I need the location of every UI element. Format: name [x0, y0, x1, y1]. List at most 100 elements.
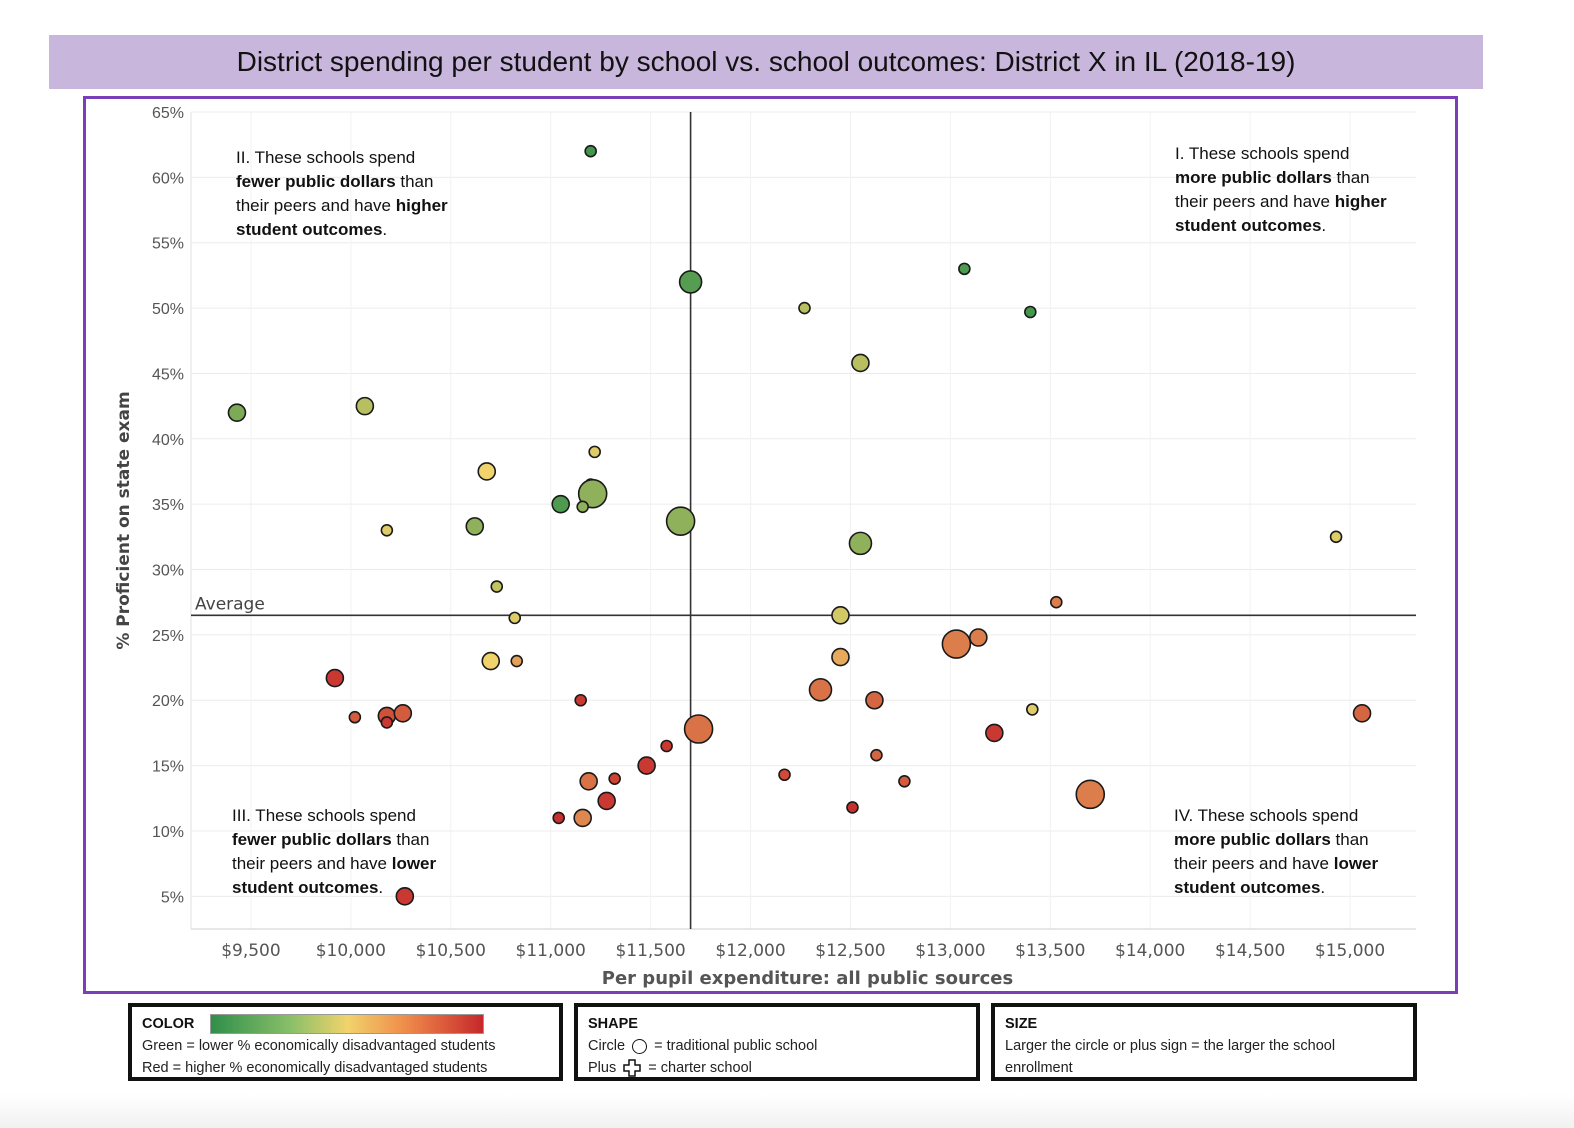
chart-frame: 5% 10% 15% 20% 25% 30% 35% 40% 45% 50% 55% 60% 65% $9…	[83, 96, 1458, 994]
annotation-text: more public dollars	[1175, 168, 1332, 187]
annotation-text: I. These schools spend	[1175, 144, 1350, 163]
annotation-text: their peers and have	[236, 196, 396, 215]
x-tick-label: $13,500	[1015, 941, 1085, 961]
annotation-q4: IV. These schools spend more public dolla…	[1174, 806, 1379, 897]
y-tick-label: 5%	[161, 889, 184, 906]
data-point	[477, 462, 497, 481]
scatter-plot: 5% 10% 15% 20% 25% 30% 35% 40% 45% 50% 55% 60% 65% $9…	[114, 105, 1416, 989]
data-point	[380, 524, 394, 537]
annotation-q1: I. These schools spend more public dollar…	[1175, 144, 1387, 235]
data-point	[508, 611, 522, 625]
annotation-text: II. These schools spend	[236, 148, 415, 167]
data-point	[831, 605, 850, 625]
plus-shape-icon	[623, 1059, 641, 1077]
data-point	[846, 801, 859, 814]
x-axis-title: Per pupil expenditure: all public source…	[602, 968, 1013, 989]
plot-area	[191, 112, 1416, 929]
average-label: Average	[195, 594, 265, 614]
legend-color-line1: Green = lower % economically disadvantag…	[142, 1038, 496, 1054]
data-point	[958, 262, 971, 276]
data-point	[573, 808, 592, 828]
y-tick-label: 35%	[152, 497, 184, 514]
data-point	[325, 668, 345, 688]
data-point	[584, 144, 597, 158]
data-point	[798, 301, 811, 315]
annotation-text: student outcomes	[1174, 878, 1320, 897]
annotation-text: than	[1332, 168, 1370, 187]
data-point	[1024, 305, 1037, 319]
data-point	[395, 887, 415, 906]
annotation-text: than	[1331, 830, 1369, 849]
annotation-text: student outcomes	[236, 220, 382, 239]
annotation-text: than	[396, 172, 434, 191]
legend-plus-text: = charter school	[648, 1060, 752, 1076]
annotation-q3: III. These schools spend fewer public dol…	[232, 806, 437, 897]
data-point	[577, 478, 608, 509]
legend-size-line1: Larger the circle or plus sign = the lar…	[1005, 1038, 1336, 1054]
annotation-text: than	[392, 830, 430, 849]
data-point	[969, 628, 988, 647]
annotation-text: .	[378, 878, 383, 897]
x-tick-label: $14,000	[1115, 941, 1185, 961]
y-tick-label: 55%	[152, 236, 184, 253]
y-tick-label: 10%	[152, 824, 184, 841]
x-tick-label: $15,000	[1315, 941, 1385, 961]
x-tick-label: $10,500	[416, 941, 486, 961]
y-tick-label: 60%	[152, 170, 184, 187]
y-axis-title: % Proficient on state exam	[114, 391, 134, 649]
data-point	[865, 690, 884, 710]
data-point	[588, 445, 601, 459]
color-gradient-bar	[210, 1014, 485, 1035]
annotation-text: fewer public dollars	[232, 830, 392, 849]
annotation-text: student outcomes	[1175, 216, 1321, 235]
data-point	[348, 710, 362, 724]
data-point	[380, 716, 394, 729]
x-tick-label: $13,000	[915, 941, 985, 961]
data-point	[608, 772, 621, 785]
legend-color-box: COLOR Green = lower % economically disad…	[128, 1003, 563, 1081]
annotation-text: fewer public dollars	[236, 172, 396, 191]
data-point	[551, 494, 570, 514]
y-tick-label: 40%	[152, 432, 184, 449]
annotation-text: .	[382, 220, 387, 239]
data-point	[355, 396, 375, 416]
legend-color-title: COLOR	[142, 1016, 195, 1032]
legend-plus-label: Plus	[588, 1060, 617, 1076]
legend-shape-box: SHAPE Circle = traditional public school…	[574, 1003, 980, 1081]
page-bottom-fade	[0, 1094, 1574, 1128]
data-point	[898, 774, 911, 788]
data-point	[678, 270, 703, 294]
data-point	[870, 748, 883, 762]
data-point	[848, 531, 873, 556]
data-point	[941, 629, 972, 659]
annotation-text: .	[1321, 216, 1326, 235]
annotation-text: IV. These schools spend	[1174, 806, 1358, 825]
x-tick-label: $11,000	[516, 941, 586, 961]
y-tick-label: 50%	[152, 301, 184, 318]
data-point	[851, 353, 870, 373]
x-tick-label: $14,500	[1215, 941, 1285, 961]
data-point	[1026, 703, 1039, 716]
annotation-text: .	[1320, 878, 1325, 897]
data-point	[1329, 530, 1343, 544]
legend-color-line2: Red = higher % economically disadvantage…	[142, 1060, 488, 1076]
data-point	[1075, 779, 1106, 810]
y-tick-label: 15%	[152, 759, 184, 776]
annotation-text: higher	[396, 196, 448, 215]
legend-circle-label: Circle	[588, 1038, 626, 1054]
y-tick-label: 20%	[152, 693, 184, 710]
data-point	[574, 693, 587, 707]
data-point	[510, 654, 524, 668]
circle-shape-icon	[632, 1038, 648, 1054]
annotation-text: lower	[392, 854, 437, 873]
data-point	[1352, 704, 1372, 723]
legend-size-line2: enrollment	[1005, 1060, 1073, 1076]
annotation-text: III. These schools spend	[232, 806, 416, 825]
annotation-q2: II. These schools spend fewer public doll…	[236, 148, 448, 239]
data-point	[778, 768, 791, 782]
data-point	[597, 791, 616, 811]
annotation-text: lower	[1334, 854, 1379, 873]
title-bar: District spending per student by school …	[49, 35, 1483, 89]
legend-size-title: SIZE	[1005, 1016, 1038, 1032]
data-point	[576, 500, 589, 514]
